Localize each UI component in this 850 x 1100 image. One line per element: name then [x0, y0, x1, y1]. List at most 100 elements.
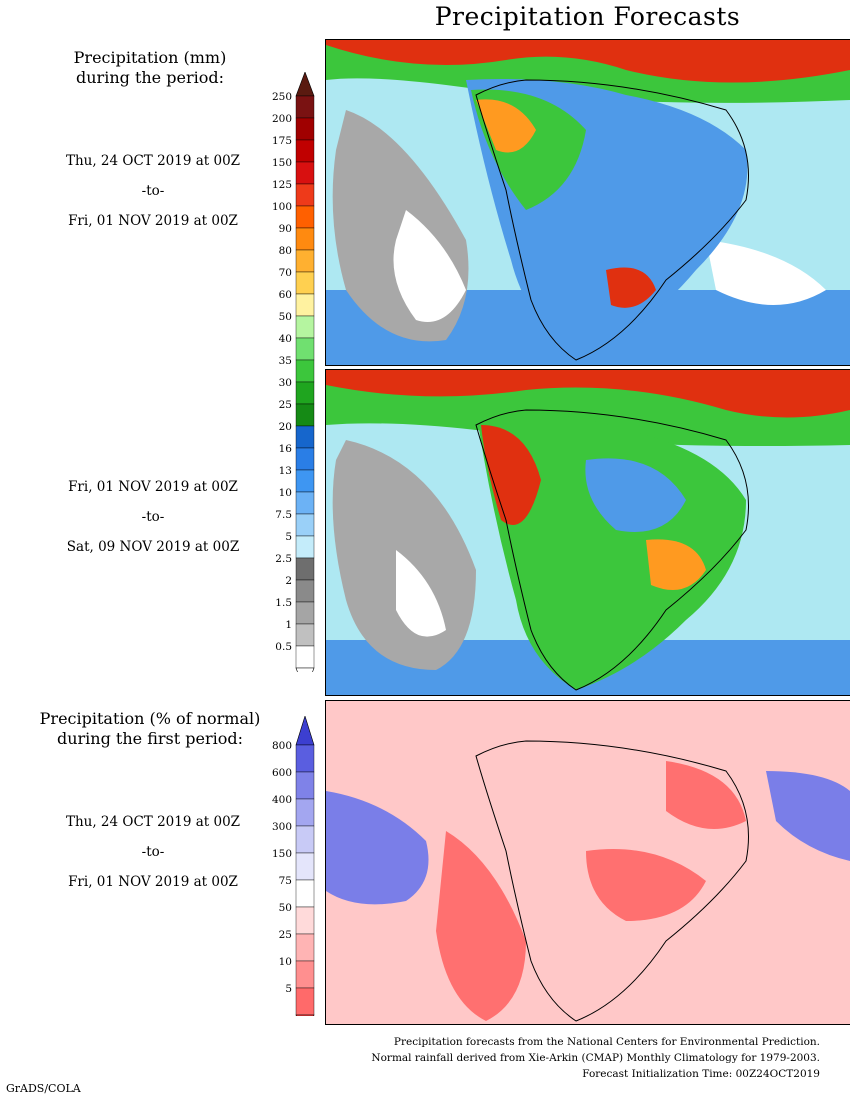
colorbar-mm-tick-label: 100 — [272, 201, 292, 213]
itcz-core — [326, 370, 850, 418]
andes-heavy — [476, 99, 536, 153]
colorbar-pct-swatch — [295, 906, 315, 935]
colorbar-pct-swatch — [295, 987, 315, 1016]
pct-heading-line1: Precipitation (% of normal) — [39, 709, 261, 728]
colorbar-mm-tick-label: 60 — [279, 289, 292, 301]
colorbar-mm-tick-label: 250 — [272, 91, 292, 103]
colorbar-mm-tick-label: 16 — [279, 443, 293, 455]
colorbar-mm-tick-label: 125 — [272, 179, 292, 191]
colorbar-mm-tick-label: 10 — [279, 487, 292, 499]
southern-brazil-core — [606, 267, 656, 308]
colorbar-mm-swatch — [295, 469, 315, 493]
colorbar-mm-tick-label: 2.5 — [275, 553, 292, 565]
mm-heading-line1: Precipitation (mm) — [73, 48, 227, 67]
south-america-outline — [475, 79, 749, 361]
colorbar-mm-swatch — [295, 491, 315, 515]
colorbar-mm-swatch — [295, 293, 315, 317]
colorbar-mm-top-arrow — [295, 71, 315, 97]
colorbar-mm-tick-label: 175 — [272, 135, 292, 147]
colorbar-mm-swatch — [295, 557, 315, 581]
period3-start: Thu, 24 OCT 2019 at 00Z — [65, 814, 241, 830]
colorbar-mm-swatch — [295, 359, 315, 383]
colorbar-pct-tick-label: 300 — [272, 821, 292, 833]
colorbar-mm-tick-label: 35 — [279, 355, 292, 367]
pacific-wet-anomaly — [326, 791, 429, 905]
mm-heading: Precipitation (mm) during the period: — [40, 48, 260, 88]
colorbar-pct-tick-label: 50 — [279, 902, 292, 914]
map-period1-graphic — [326, 40, 850, 365]
colorbar-mm-tick-label: 13 — [279, 465, 292, 477]
colorbar-pct-swatch — [295, 852, 315, 881]
colorbar-pct-bottom-arrow — [295, 1014, 315, 1046]
colorbar-mm-swatch — [295, 139, 315, 163]
footer-line2: Normal rainfall derived from Xie-Arkin (… — [371, 1052, 820, 1064]
atlantic-wet-anomaly — [766, 771, 850, 861]
colorbar-pct-tick-label: 10 — [279, 956, 292, 968]
colorbar-mm-bottom-arrow — [295, 667, 315, 693]
colorbar-pct-swatch — [295, 933, 315, 962]
colorbar-mm-swatch — [295, 579, 315, 603]
colorbar-pct-swatch — [295, 960, 315, 989]
colorbar-mm-swatch — [295, 601, 315, 625]
colorbar-mm-tick-label: 90 — [279, 223, 292, 235]
period2-start: Fri, 01 NOV 2019 at 00Z — [68, 479, 238, 495]
colorbar-pct-tick-label: 150 — [272, 848, 292, 860]
southeast-brazil-heavy — [646, 539, 706, 590]
continent-wet — [476, 410, 746, 690]
colorbar-mm-tick-label: 50 — [279, 311, 292, 323]
colorbar-pct-tick-label: 25 — [279, 929, 292, 941]
colorbar-mm-tick-label: 5 — [285, 531, 292, 543]
colorbar-mm-swatch — [295, 425, 315, 449]
colorbar-mm-swatch — [295, 117, 315, 141]
colorbar-mm-graphic: 2502001751501251009080706050403530252016… — [272, 71, 315, 693]
colorbar-mm-swatch — [295, 205, 315, 229]
period3-end: Fri, 01 NOV 2019 at 00Z — [68, 874, 238, 890]
map-period2-graphic — [326, 370, 850, 695]
colorbar-mm-swatch — [295, 381, 315, 405]
atlantic-dry-patch — [706, 240, 826, 305]
colorbar-mm-tick-label: 1.5 — [275, 597, 292, 609]
period2-sep: -to- — [141, 509, 165, 525]
colorbar-pct-tick-label: 5 — [285, 983, 292, 995]
map-pct-normal — [325, 700, 850, 1025]
colorbar-mm-tick-label: 40 — [279, 333, 292, 345]
colorbar-mm-tick-label: 70 — [279, 267, 292, 279]
colorbar-mm-swatch — [295, 95, 315, 119]
colorbar-mm-swatch — [295, 513, 315, 537]
colorbar-mm-tick-label: 1 — [285, 619, 292, 631]
period2-end: Sat, 09 NOV 2019 at 00Z — [66, 539, 240, 555]
pacific-dry-core — [396, 550, 446, 637]
colorbar-mm-swatch — [295, 337, 315, 361]
period1-end: Fri, 01 NOV 2019 at 00Z — [68, 213, 238, 229]
colorbar-pct-swatch — [295, 825, 315, 854]
colorbar-pct-swatch — [295, 798, 315, 827]
colorbar-mm-swatch — [295, 535, 315, 559]
period3-sep: -to- — [141, 844, 165, 860]
map-period1 — [325, 39, 850, 366]
map-pct-normal-graphic — [326, 701, 850, 1024]
south-america-outline — [475, 740, 749, 1022]
colorbar-mm: 250 200 175 150 125 100 90 80 70 60 50 40 35 30 25 20 16… — [258, 71, 328, 693]
colorbar-mm-swatch — [295, 271, 315, 295]
colorbar-mm-swatch — [295, 227, 315, 251]
colorbar-pct-swatch — [295, 744, 315, 773]
central-brazil-drier — [585, 458, 686, 532]
colorbar-mm-tick-label: 0.5 — [275, 641, 292, 653]
chile-dry-anomaly — [436, 831, 526, 1021]
colorbar-mm-swatch — [295, 183, 315, 207]
colorbar-mm-tick-label: 80 — [279, 245, 292, 257]
colorbar-mm-tick-label: 30 — [279, 377, 292, 389]
central-dry-anomaly — [586, 849, 706, 921]
colorbar-mm-swatch — [295, 645, 315, 669]
map-period2 — [325, 369, 850, 696]
colorbar-mm-swatch — [295, 447, 315, 471]
colorbar-pct: 800 600 400 300 150 75 50 25 10 5 — [258, 714, 328, 1046]
colorbar-mm-swatch — [295, 403, 315, 427]
colorbar-pct-swatch — [295, 771, 315, 800]
colorbar-pct-tick-label: 600 — [272, 767, 292, 779]
pacific-dry-core — [393, 210, 466, 322]
south-america-outline — [475, 409, 749, 691]
page-title: Precipitation Forecasts — [434, 2, 741, 31]
colorbar-pct-graphic: 800 600 400 300 150 75 50 25 10 5 — [272, 714, 315, 1046]
colorbar-mm-swatch — [295, 623, 315, 647]
